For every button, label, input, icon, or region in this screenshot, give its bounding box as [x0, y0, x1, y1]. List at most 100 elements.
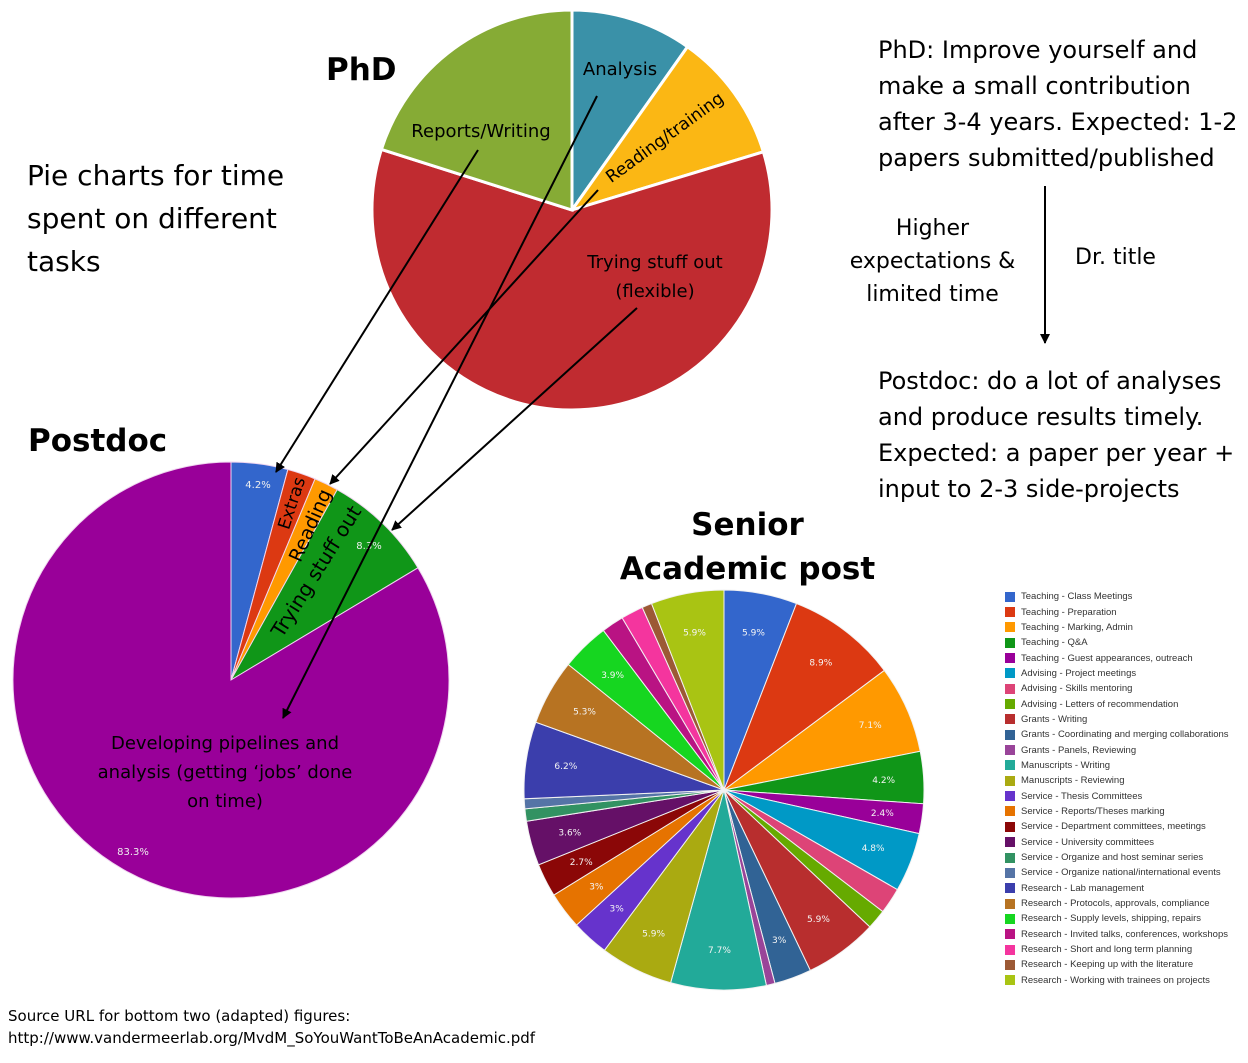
- transition-reason-left: Higher expectations & limited time: [849, 216, 1016, 307]
- legend-label: Service - University committees: [1021, 836, 1155, 848]
- legend-swatch: [1005, 959, 1015, 970]
- legend-item: Grants - Writing: [1005, 712, 1248, 727]
- legend-label: Service - Organize national/internationa…: [1021, 867, 1221, 879]
- postdoc-title: Postdoc: [28, 423, 168, 459]
- legend-label: Teaching - Class Meetings: [1021, 591, 1133, 603]
- legend-item: Manuscripts - Reviewing: [1005, 773, 1248, 788]
- legend-item: Advising - Project meetings: [1005, 666, 1248, 681]
- legend-label: Advising - Project meetings: [1021, 667, 1137, 679]
- slice-percent-label: 5.9%: [807, 915, 830, 925]
- legend-item: Service - Thesis Committees: [1005, 788, 1248, 803]
- slice-percent-label: 7.7%: [708, 946, 731, 956]
- source-note: Source URL for bottom two (adapted) figu…: [8, 1005, 535, 1049]
- slice-percent-label: 5.9%: [683, 629, 706, 639]
- legend-item: Research - Keeping up with the literatur…: [1005, 957, 1248, 972]
- slice-percent-label: 5.3%: [573, 708, 596, 718]
- legend-swatch: [1005, 607, 1015, 618]
- pie-slice: [650, 589, 725, 791]
- legend-label: Advising - Skills mentoring: [1021, 683, 1133, 695]
- legend-label: Teaching - Q&A: [1021, 637, 1088, 649]
- connector-arrow: [282, 95, 598, 719]
- postdoc-pie-chart: 4.2%8.3%83.3%: [12, 461, 450, 899]
- connector-arrow: [391, 307, 638, 531]
- connector-arrows: [275, 95, 1050, 719]
- legend-label: Research - Protocols, approvals, complia…: [1021, 898, 1210, 910]
- legend-item: Research - Supply levels, shipping, repa…: [1005, 911, 1248, 926]
- source-url: http://www.vandermeerlab.org/MvdM_SoYouW…: [8, 1029, 536, 1047]
- legend-item: Service - Reports/Theses marking: [1005, 804, 1248, 819]
- legend-label: Service - Organize and host seminar seri…: [1021, 852, 1204, 864]
- phd-label-reports: Reports/Writing: [411, 121, 550, 142]
- legend-item: Teaching - Marking, Admin: [1005, 620, 1248, 635]
- slice-percent-label: 2.7%: [570, 858, 593, 868]
- legend-item: Service - University committees: [1005, 835, 1248, 850]
- legend-swatch: [1005, 760, 1015, 771]
- legend-label: Grants - Coordinating and merging collab…: [1021, 729, 1229, 741]
- legend-label: Service - Thesis Committees: [1021, 790, 1143, 802]
- legend-swatch: [1005, 975, 1015, 986]
- legend-swatch: [1005, 791, 1015, 802]
- legend-item: Advising - Skills mentoring: [1005, 681, 1248, 696]
- pie-slice: [379, 8, 574, 213]
- slice-percent-label: 6.2%: [554, 762, 577, 772]
- legend-swatch: [1005, 637, 1015, 648]
- connector-arrow: [275, 149, 479, 473]
- legend-swatch: [1005, 913, 1015, 924]
- legend-swatch: [1005, 745, 1015, 756]
- legend-swatch: [1005, 837, 1015, 848]
- slice-percent-label: 3%: [610, 905, 625, 915]
- slice-percent-label: 4.8%: [862, 844, 885, 854]
- legend-label: Manuscripts - Reviewing: [1021, 775, 1125, 787]
- legend-swatch: [1005, 883, 1015, 894]
- legend-swatch: [1005, 653, 1015, 664]
- legend-item: Research - Lab management: [1005, 881, 1248, 896]
- legend-swatch: [1005, 622, 1015, 633]
- legend-swatch: [1005, 867, 1015, 878]
- legend-swatch: [1005, 668, 1015, 679]
- legend-swatch: [1005, 852, 1015, 863]
- legend-label: Research - Invited talks, conferences, w…: [1021, 928, 1228, 940]
- senior-legend: Teaching - Class Meetings Teaching - Prep…: [1005, 589, 1248, 988]
- legend-swatch: [1005, 699, 1015, 710]
- legend-swatch: [1005, 591, 1015, 602]
- legend-item: Teaching - Guest appearances, outreach: [1005, 650, 1248, 665]
- postdoc-description: Postdoc: do a lot of analyses and produc…: [878, 367, 1235, 503]
- legend-swatch: [1005, 806, 1015, 817]
- pie-slice: [229, 488, 419, 682]
- legend-label: Advising - Letters of recommendation: [1021, 698, 1179, 710]
- slice-percent-label: 8.9%: [809, 659, 832, 669]
- legend-swatch: [1005, 821, 1015, 832]
- postdoc-label-dev-3: on time): [187, 791, 263, 812]
- legend-item: Teaching - Q&A: [1005, 635, 1248, 650]
- legend-item: Research - Working with trainees on proj…: [1005, 973, 1248, 988]
- legend-swatch: [1005, 683, 1015, 694]
- legend-swatch: [1005, 929, 1015, 940]
- phd-label-trying-1: Trying stuff out: [586, 252, 722, 273]
- phd-label-analysis: Analysis: [583, 59, 657, 80]
- legend-label: Grants - Panels, Reviewing: [1021, 744, 1137, 756]
- senior-pie-chart: 5.9% 8.9% 7.1% 4.2% 2.4% 4.8% 5.9% 3% 7.7% 5.9% 3%…: [523, 589, 925, 991]
- slice-percent-label: 3%: [772, 936, 787, 946]
- pie-slice: [570, 8, 690, 215]
- legend-label: Research - Keeping up with the literatur…: [1021, 959, 1194, 971]
- legend-label: Research - Lab management: [1021, 882, 1145, 894]
- legend-label: Research - Working with trainees on proj…: [1021, 974, 1210, 986]
- slice-percent-label: 4.2%: [245, 480, 270, 491]
- slice-percent-label: 3.6%: [558, 829, 581, 839]
- legend-item: Advising - Letters of recommendation: [1005, 696, 1248, 711]
- slice-percent-label: 5.9%: [642, 930, 665, 940]
- phd-label-trying-2: (flexible): [615, 281, 694, 302]
- legend-item: Grants - Panels, Reviewing: [1005, 742, 1248, 757]
- legend-label: Teaching - Preparation: [1021, 606, 1117, 618]
- pie-slice: [670, 789, 767, 991]
- legend-label: Teaching - Guest appearances, outreach: [1021, 652, 1193, 664]
- legend-item: Research - Short and long term planning: [1005, 942, 1248, 957]
- legend-swatch: [1005, 714, 1015, 725]
- slice-percent-label: 4.2%: [872, 776, 895, 786]
- transition-reason-right: Dr. title: [1075, 245, 1156, 270]
- intro-text: Pie charts for time spent on different t…: [27, 159, 285, 278]
- legend-item: Research - Invited talks, conferences, w…: [1005, 927, 1248, 942]
- legend-swatch: [1005, 775, 1015, 786]
- slice-percent-label: 3.9%: [601, 671, 624, 681]
